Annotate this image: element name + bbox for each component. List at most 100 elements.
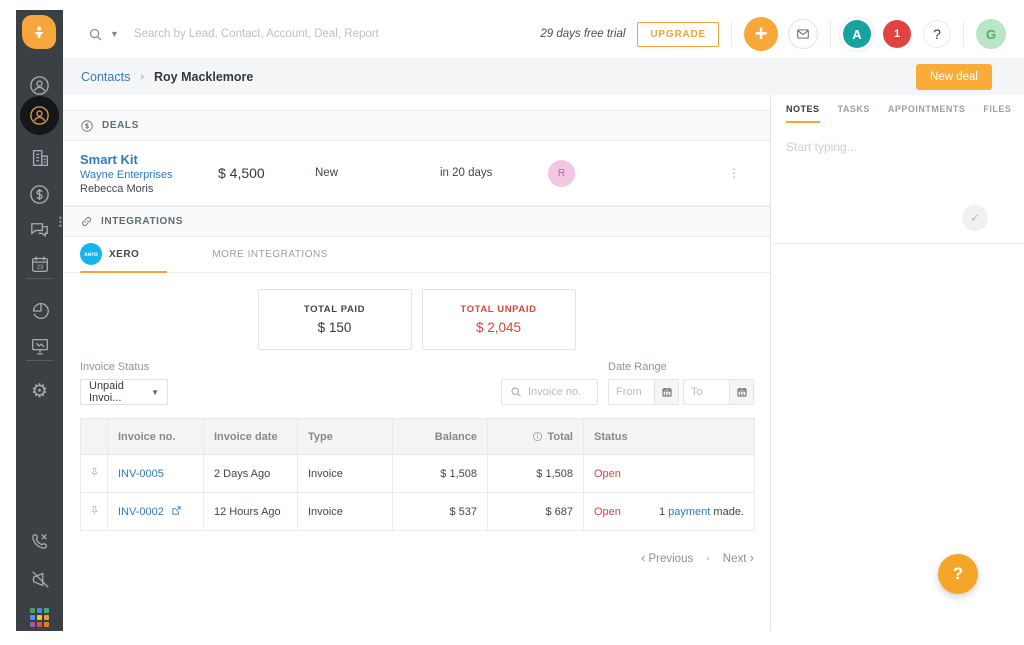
deals-dollar-icon: [80, 119, 94, 133]
date-to-input[interactable]: [684, 380, 729, 404]
total-paid-box: TOTAL PAID $ 150: [258, 289, 412, 350]
tab-xero[interactable]: xero XERO: [80, 237, 167, 273]
invoice-date: 2 Days Ago: [204, 455, 298, 493]
date-to-field: [683, 379, 754, 405]
user-avatar[interactable]: G: [976, 19, 1006, 49]
calendar-picker-button[interactable]: [654, 380, 678, 404]
topbar-divider: [830, 21, 831, 47]
search-scope-caret-icon[interactable]: ▼: [110, 29, 119, 39]
payment-link[interactable]: payment: [668, 506, 710, 518]
tab-notes[interactable]: NOTES: [786, 104, 820, 123]
deal-name-link[interactable]: Smart Kit: [80, 152, 218, 167]
pagination-dot: •: [706, 554, 709, 564]
table-row[interactable]: INV-0002 12 Hours Ago Invoice $ 537 $ 68…: [81, 493, 755, 531]
sidebar-item-conversations[interactable]: [16, 214, 63, 244]
help-fab-button[interactable]: ?: [938, 554, 978, 594]
freshsales-logo-icon[interactable]: [22, 15, 56, 49]
deal-owner-avatar[interactable]: R: [548, 160, 575, 187]
deal-account-link[interactable]: Wayne Enterprises: [80, 169, 218, 181]
deal-stage: New: [315, 167, 440, 179]
tab-more-integrations[interactable]: MORE INTEGRATIONS: [212, 237, 328, 272]
sidebar-item-calendar[interactable]: 23: [16, 249, 63, 279]
xero-tab-label: XERO: [109, 249, 139, 260]
integrations-section-label: INTEGRATIONS: [101, 216, 183, 227]
sidebar-item-dashboard[interactable]: [16, 331, 63, 361]
save-note-button[interactable]: ✓: [962, 205, 988, 231]
total-paid-value: $ 150: [318, 320, 352, 335]
upgrade-button[interactable]: UPGRADE: [637, 22, 719, 47]
pin-column-header: [81, 419, 108, 455]
sidebar-item-apps-switcher[interactable]: [16, 602, 63, 632]
email-button[interactable]: [788, 19, 818, 49]
sidebar-item-announcements[interactable]: [16, 564, 63, 594]
totals-row: TOTAL PAID $ 150 TOTAL UNPAID $ 2,045: [63, 289, 770, 350]
date-range-label: Date Range: [608, 361, 754, 373]
chevron-down-icon: ▼: [151, 388, 159, 397]
panel-drag-handle-icon[interactable]: •••: [59, 216, 62, 228]
invoice-balance: $ 1,508: [393, 455, 488, 493]
calendar-icon: [661, 386, 673, 398]
global-search[interactable]: ▼ Search by Lead, Contact, Account, Deal…: [88, 27, 540, 42]
invoice-balance: $ 537: [393, 493, 488, 531]
activity-tabs: NOTES TASKS APPOINTMENTS FILES: [772, 95, 1024, 123]
next-page-button[interactable]: Next ›: [723, 553, 754, 565]
sidebar: ••• 23 ⚙: [16, 10, 63, 631]
tab-tasks[interactable]: TASKS: [838, 104, 870, 123]
invoice-type: Invoice: [298, 493, 393, 531]
integration-tabs: xero XERO MORE INTEGRATIONS: [63, 237, 770, 273]
tab-appointments[interactable]: APPOINTMENTS: [888, 104, 966, 123]
sidebar-item-phone[interactable]: [16, 526, 63, 556]
col-balance[interactable]: Balance: [393, 419, 488, 455]
sidebar-divider: [26, 278, 53, 279]
external-link-icon[interactable]: [171, 505, 182, 516]
invoice-status-group: Invoice Status Unpaid Invoi... ▼: [80, 361, 168, 405]
notifications-button[interactable]: 1: [883, 20, 911, 48]
invoice-date: 12 Hours Ago: [204, 493, 298, 531]
invoice-status-select[interactable]: Unpaid Invoi... ▼: [80, 379, 168, 405]
col-invoice-date[interactable]: Invoice date: [204, 419, 298, 455]
col-status[interactable]: Status: [584, 419, 755, 455]
search-icon: [88, 27, 103, 42]
status-badge: Open: [594, 468, 621, 480]
check-icon: ✓: [970, 211, 980, 225]
main-content: DEALS Smart Kit Wayne Enterprises Rebecc…: [63, 95, 771, 631]
sidebar-item-reports[interactable]: [16, 296, 63, 326]
invoice-search-input[interactable]: [528, 386, 588, 398]
panel-divider: [772, 243, 1024, 244]
invoice-number-search[interactable]: [501, 379, 598, 405]
help-button[interactable]: ?: [923, 20, 951, 48]
col-total[interactable]: Total: [488, 419, 584, 455]
invoice-link[interactable]: INV-0002: [118, 506, 164, 518]
new-deal-button[interactable]: New deal: [916, 64, 992, 90]
topbar: ▼ Search by Lead, Contact, Account, Deal…: [63, 10, 1024, 58]
col-type[interactable]: Type: [298, 419, 393, 455]
integrations-section-header[interactable]: INTEGRATIONS: [63, 206, 770, 237]
invoice-link[interactable]: INV-0005: [118, 468, 164, 480]
pin-icon[interactable]: [81, 493, 108, 531]
total-paid-label: TOTAL PAID: [304, 304, 365, 315]
col-invoice-no[interactable]: Invoice no.: [108, 419, 204, 455]
previous-page-button[interactable]: ‹ Previous: [641, 553, 693, 565]
gear-icon: ⚙: [31, 382, 48, 401]
total-unpaid-label: TOTAL UNPAID: [460, 304, 536, 315]
envelope-icon: [796, 27, 810, 41]
deal-overflow-menu-icon[interactable]: ⋮: [728, 166, 740, 180]
pin-icon[interactable]: [81, 455, 108, 493]
tab-files[interactable]: FILES: [983, 104, 1011, 123]
quick-add-button[interactable]: +: [744, 17, 778, 51]
date-from-input[interactable]: [609, 380, 654, 404]
table-header-row: Invoice no. Invoice date Type Balance To…: [81, 419, 755, 455]
sidebar-item-deals[interactable]: [16, 179, 63, 209]
breadcrumb-separator-icon: ›: [140, 71, 144, 83]
search-placeholder[interactable]: Search by Lead, Contact, Account, Deal, …: [134, 28, 379, 40]
calendar-picker-button[interactable]: [729, 380, 753, 404]
freshworks-switcher-button[interactable]: A: [843, 20, 871, 48]
sidebar-item-settings[interactable]: ⚙: [16, 376, 63, 406]
trial-countdown: 29 days free trial: [540, 28, 625, 40]
sidebar-item-contacts[interactable]: [20, 96, 59, 135]
table-row[interactable]: INV-0005 2 Days Ago Invoice $ 1,508 $ 1,…: [81, 455, 755, 493]
deals-section-header[interactable]: DEALS: [63, 110, 770, 141]
sidebar-item-accounts[interactable]: [16, 143, 63, 173]
note-input[interactable]: Start typing...: [786, 140, 1024, 154]
breadcrumb-contacts-link[interactable]: Contacts: [81, 70, 130, 84]
